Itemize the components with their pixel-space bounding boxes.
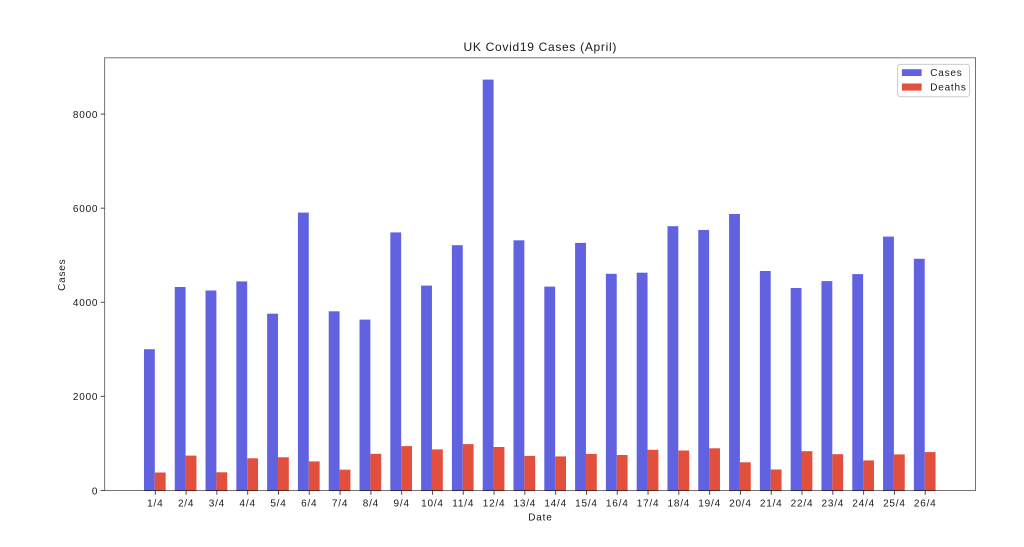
- svg-text:7/4: 7/4: [332, 499, 348, 510]
- svg-text:15/4: 15/4: [575, 499, 598, 510]
- svg-text:9/4: 9/4: [394, 499, 410, 510]
- svg-text:0: 0: [92, 486, 98, 497]
- svg-text:5/4: 5/4: [270, 499, 286, 510]
- svg-text:4/4: 4/4: [240, 499, 256, 510]
- svg-text:3/4: 3/4: [209, 499, 225, 510]
- svg-text:4000: 4000: [73, 298, 98, 309]
- svg-text:26/4: 26/4: [914, 499, 937, 510]
- svg-text:13/4: 13/4: [514, 499, 537, 510]
- svg-text:11/4: 11/4: [452, 499, 474, 510]
- svg-text:12/4: 12/4: [483, 499, 506, 510]
- svg-text:25/4: 25/4: [883, 499, 906, 510]
- svg-text:16/4: 16/4: [606, 499, 629, 510]
- svg-text:Cases: Cases: [57, 259, 68, 291]
- svg-text:Deaths: Deaths: [930, 82, 967, 93]
- svg-text:1/4: 1/4: [147, 499, 163, 510]
- svg-text:Date: Date: [528, 512, 552, 523]
- svg-text:14/4: 14/4: [544, 499, 567, 510]
- svg-text:UK Covid19 Cases (April): UK Covid19 Cases (April): [464, 40, 618, 54]
- svg-text:8/4: 8/4: [363, 499, 379, 510]
- svg-text:6/4: 6/4: [301, 499, 317, 510]
- svg-text:19/4: 19/4: [698, 499, 721, 510]
- svg-text:24/4: 24/4: [852, 499, 875, 510]
- svg-text:Cases: Cases: [930, 68, 962, 79]
- svg-text:22/4: 22/4: [791, 499, 814, 510]
- svg-text:18/4: 18/4: [667, 499, 690, 510]
- svg-text:20/4: 20/4: [729, 499, 752, 510]
- svg-text:23/4: 23/4: [821, 499, 844, 510]
- svg-text:21/4: 21/4: [760, 499, 783, 510]
- svg-text:10/4: 10/4: [421, 499, 444, 510]
- svg-text:17/4: 17/4: [637, 499, 660, 510]
- svg-text:2000: 2000: [73, 392, 98, 403]
- svg-text:6000: 6000: [73, 204, 98, 215]
- svg-text:8000: 8000: [73, 110, 98, 121]
- svg-text:2/4: 2/4: [178, 499, 194, 510]
